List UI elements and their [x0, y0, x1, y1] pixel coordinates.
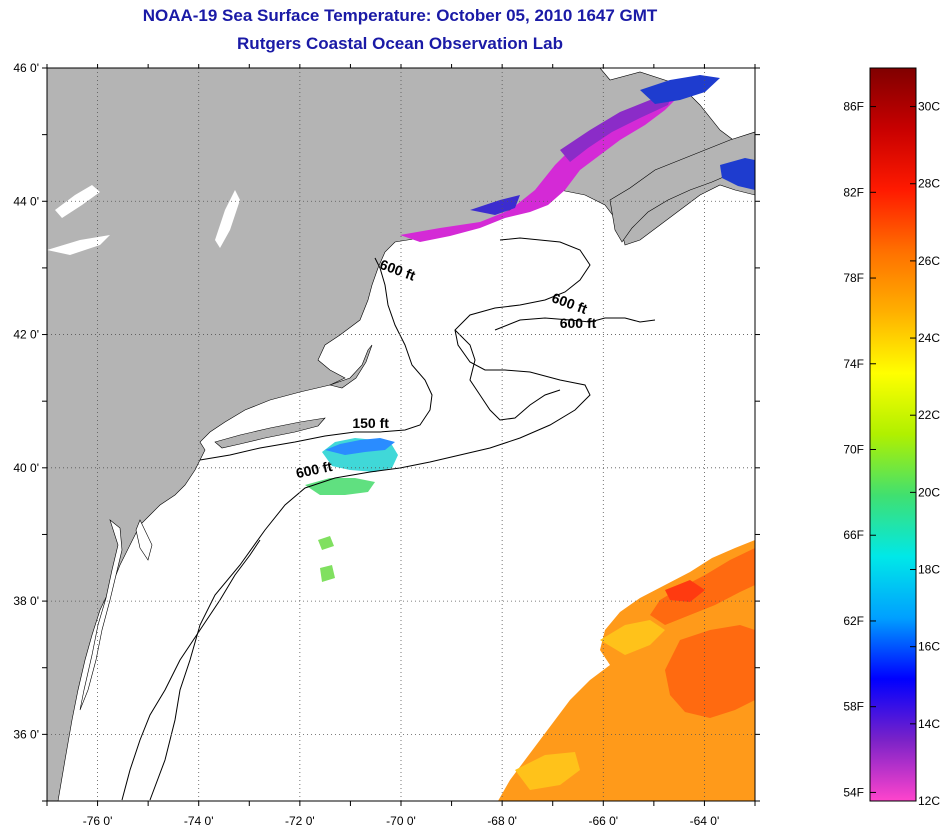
sst-shelf-green-small — [318, 536, 335, 582]
colorbar-fahrenheit-label: 82F — [843, 185, 864, 199]
colorbar-ticks — [870, 106, 916, 802]
colorbar-fahrenheit-label: 66F — [843, 528, 864, 542]
y-axis-tick-labels: 46 0' 44 0' 42 0' 40 0' 38 0' 36 0' — [13, 61, 39, 741]
colorbar-fahrenheit-label: 62F — [843, 614, 864, 628]
sst-maine-coast-blue — [470, 195, 520, 215]
x-tick-label: -76 0' — [83, 814, 113, 828]
contour-label: 150 ft — [352, 415, 389, 431]
colorbar-celsius-label: 30C — [918, 100, 940, 114]
y-tick-label: 38 0' — [13, 594, 39, 608]
contour-600ft-ne — [494, 317, 656, 331]
colorbar: 86F 82F 78F 74F 70F 66F 62F 58F 54F 30C 28C 26C 24C… — [843, 67, 940, 808]
contour-150ft — [199, 257, 433, 461]
land-lakes — [47, 185, 240, 255]
colorbar-celsius-label: 14C — [918, 717, 940, 731]
colorbar-celsius-label: 12C — [918, 794, 940, 808]
colorbar-fahrenheit-label: 58F — [843, 700, 864, 714]
colorbar-fahrenheit-labels: 86F 82F 78F 74F 70F 66F 62F 58F 54F — [843, 100, 864, 800]
colorbar-fahrenheit-label: 54F — [843, 785, 864, 799]
x-tick-label: -64 0' — [690, 814, 720, 828]
tick-marks — [42, 64, 760, 806]
colorbar-celsius-label: 24C — [918, 331, 940, 345]
colorbar-fahrenheit-label: 86F — [843, 100, 864, 114]
delaware-bay — [135, 519, 153, 561]
x-tick-label: -72 0' — [285, 814, 315, 828]
contour-600ft — [149, 237, 591, 801]
contour-label: 600 ft — [294, 458, 333, 481]
x-axis-tick-labels: -76 0' -74 0' -72 0' -70 0' -68 0' -66 0' -64 … — [83, 814, 720, 828]
contour-600ft-inner — [454, 329, 561, 421]
y-tick-label: 40 0' — [13, 461, 39, 475]
x-tick-label: -74 0' — [184, 814, 214, 828]
colorbar-celsius-label: 26C — [918, 254, 940, 268]
y-tick-label: 42 0' — [13, 328, 39, 342]
map-title: NOAA-19 Sea Surface Temperature: October… — [142, 6, 658, 25]
sst-bay-of-fundy-blue — [640, 75, 755, 190]
y-tick-label: 44 0' — [13, 194, 39, 208]
colorbar-celsius-label: 28C — [918, 177, 940, 191]
sst-gulf-stream-yellow — [515, 620, 665, 790]
land-long-island — [214, 417, 326, 449]
land-mass — [47, 68, 755, 801]
x-tick-label: -66 0' — [588, 814, 618, 828]
map-subtitle: Rutgers Coastal Ocean Observation Lab — [237, 34, 563, 53]
y-tick-label: 36 0' — [13, 727, 39, 741]
colorbar-celsius-labels: 30C 28C 26C 24C 22C 20C 18C 16C 14C 12C — [918, 100, 940, 808]
contour-150ft-chesapeake — [121, 539, 261, 801]
colorbar-celsius-label: 20C — [918, 485, 940, 499]
sst-shelf-blue — [325, 438, 395, 455]
colorbar-fahrenheit-label: 70F — [843, 443, 864, 457]
land-cape-cod — [328, 344, 373, 389]
colorbar-gradient — [869, 67, 917, 802]
sst-gulf-of-maine-purple — [560, 94, 672, 162]
sst-gulf-stream-hot — [665, 580, 705, 602]
colorbar-celsius-label: 16C — [918, 640, 940, 654]
colorbar-celsius-label: 18C — [918, 563, 940, 577]
contour-label: 600 ft — [560, 315, 597, 331]
x-tick-label: -68 0' — [487, 814, 517, 828]
x-tick-label: -70 0' — [386, 814, 416, 828]
y-tick-label: 46 0' — [13, 61, 39, 75]
chesapeake-bay — [79, 519, 123, 711]
colorbar-fahrenheit-label: 78F — [843, 271, 864, 285]
colorbar-fahrenheit-label: 74F — [843, 357, 864, 371]
colorbar-celsius-label: 22C — [918, 408, 940, 422]
